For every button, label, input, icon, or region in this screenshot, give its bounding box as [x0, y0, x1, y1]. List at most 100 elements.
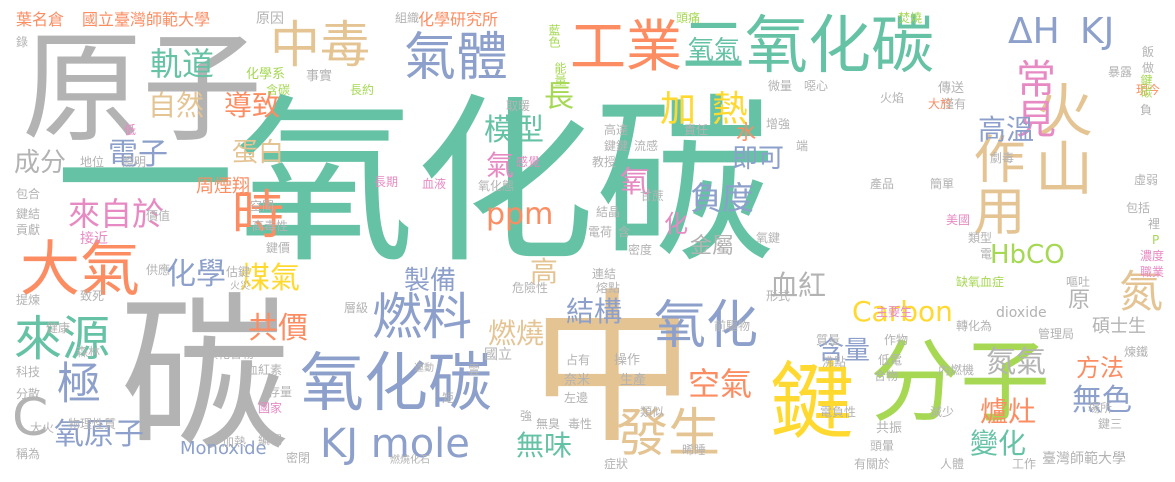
word: 濃度 — [1140, 250, 1164, 262]
word: 左邊 — [564, 392, 588, 404]
word: 火焰 — [880, 92, 904, 104]
word: 電 — [980, 248, 992, 260]
word: ΔH — [1008, 14, 1060, 50]
word: 自然 — [148, 92, 204, 120]
word: 工作 — [1012, 458, 1036, 470]
word: 照明 — [122, 156, 146, 168]
word: ppm — [486, 200, 553, 230]
word: 虛弱 — [1134, 174, 1158, 186]
word: 高達 — [604, 124, 628, 136]
word: 鍵三 — [1098, 418, 1122, 430]
word: 人體 — [940, 458, 964, 470]
word: 毒性 — [568, 418, 592, 430]
word: 化 — [664, 212, 688, 236]
word: 鍵碳 — [1140, 74, 1152, 98]
word: 空氣 — [688, 368, 752, 400]
word: 能量 — [554, 62, 566, 86]
word: 作用 — [968, 132, 1020, 236]
word: P — [1152, 234, 1159, 246]
word: 減少 — [930, 406, 954, 418]
word: 傳送 — [938, 82, 964, 95]
word: 氧化碳 — [300, 352, 492, 416]
word: 主要生 — [876, 306, 912, 318]
word: 密閉 — [286, 452, 310, 464]
word: 包括 — [1126, 202, 1150, 214]
word: 接近 — [80, 232, 108, 246]
word: 共價 — [248, 314, 308, 344]
word: 流感 — [634, 140, 658, 152]
word: 產品 — [870, 178, 894, 190]
word: 無臭 — [536, 418, 560, 430]
word: 致死 — [80, 290, 104, 302]
word: 轉化為 — [956, 320, 992, 332]
word: 氧化態 — [478, 180, 514, 192]
word: 前驅物 — [714, 320, 750, 332]
word: 分散 — [16, 388, 40, 400]
word: 類似 — [640, 406, 664, 418]
word: 合物 — [874, 370, 898, 382]
word: 碳化合物 — [206, 348, 254, 360]
word: 國家 — [258, 402, 282, 414]
word: 密度 — [628, 244, 652, 256]
word: 煉鐵 — [1124, 346, 1148, 358]
word: 鍵 — [770, 360, 854, 444]
word: 原因 — [256, 12, 284, 26]
word: 共振 — [876, 422, 902, 435]
word: 組織 — [395, 12, 419, 24]
word: 氣體 — [404, 32, 508, 84]
word: 時 — [232, 190, 284, 242]
word: 臺灣師範大學 — [1042, 452, 1126, 466]
word: 高毒性 — [252, 220, 288, 232]
word: 嘔吐 — [1066, 276, 1090, 288]
word: 供應 — [146, 264, 170, 276]
word: 微量 — [768, 80, 792, 92]
word: 稱為 — [16, 448, 40, 460]
word: 結晶 — [596, 206, 620, 218]
word: 中毒 — [270, 20, 370, 70]
word: 作物 — [884, 334, 908, 346]
word: 燃燒 — [488, 320, 544, 348]
word: 周煙翔 — [196, 178, 250, 196]
word: 森林 — [76, 346, 100, 358]
word: 美國 — [946, 214, 970, 226]
word: 包合 — [16, 188, 40, 200]
word: 增強 — [766, 118, 790, 130]
word: 工業 — [570, 20, 682, 76]
word: 科技 — [16, 366, 40, 378]
word: 存量 — [268, 386, 292, 398]
word: 取暖 — [506, 100, 530, 112]
word: 運動 — [414, 364, 434, 374]
word: 氮氣 — [986, 348, 1046, 378]
word: 場所 — [1088, 402, 1112, 414]
word: 軌道 — [150, 48, 214, 80]
word: 劇毒 — [990, 152, 1014, 164]
word: 長期 — [374, 176, 398, 188]
word: 碩士生 — [1092, 318, 1146, 336]
word: 葉名倉 — [16, 12, 64, 28]
word: 責任 — [684, 124, 708, 136]
word: 教授 — [592, 156, 616, 168]
word: 電荷 — [588, 226, 612, 238]
word: 化學系 — [246, 68, 285, 81]
word: 層級 — [344, 302, 368, 314]
word: 負度 — [690, 182, 754, 214]
word: 生產 — [620, 374, 646, 387]
word: 負 — [1140, 104, 1152, 116]
word: 頭暈 — [870, 440, 894, 452]
word: 成分 — [14, 150, 66, 176]
word: 感覺 — [516, 156, 540, 168]
word: 電負性 — [820, 406, 856, 418]
word: 噁心 — [804, 80, 828, 92]
word: 暴露 — [1108, 66, 1132, 78]
word: 化學 — [166, 260, 226, 290]
word: 焚燒 — [898, 12, 922, 24]
word: 內燃機 — [938, 364, 974, 376]
word: 長約 — [350, 84, 374, 96]
word: 燃燒化石 — [390, 456, 430, 466]
word: 無味 — [516, 432, 572, 460]
word: KJ — [1080, 14, 1114, 50]
word: 氣 — [486, 152, 514, 180]
word: 錄 — [16, 36, 28, 48]
word: 變化 — [970, 430, 1026, 458]
